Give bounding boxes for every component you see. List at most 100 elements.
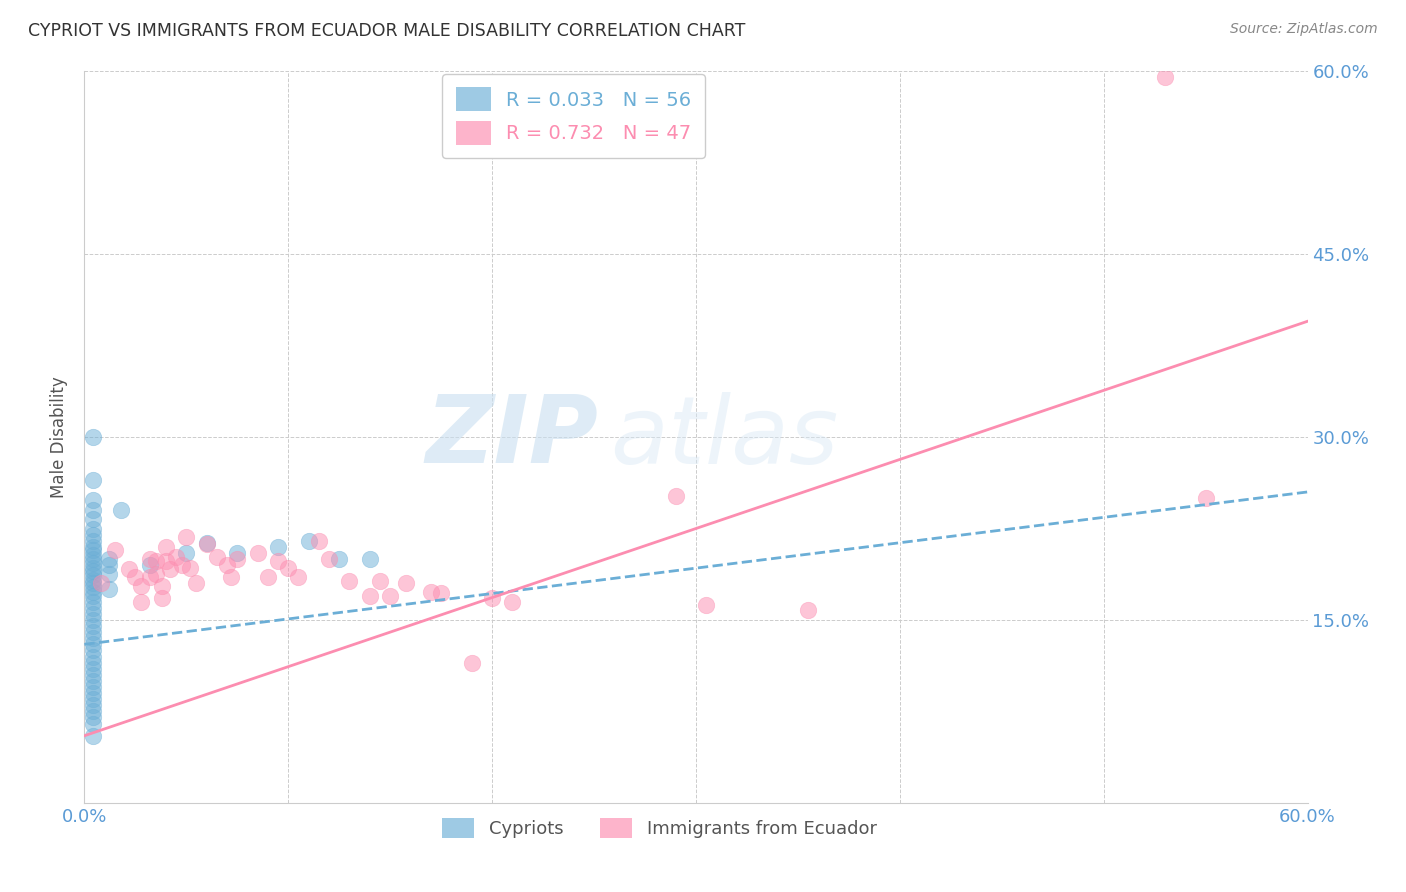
Legend: Cypriots, Immigrants from Ecuador: Cypriots, Immigrants from Ecuador bbox=[434, 811, 884, 845]
Point bbox=[97, 582, 120, 597]
Point bbox=[82, 705, 104, 719]
Point bbox=[97, 558, 120, 573]
Point bbox=[308, 533, 330, 548]
Point bbox=[138, 552, 160, 566]
Point bbox=[82, 632, 104, 646]
Point bbox=[82, 594, 104, 608]
Point bbox=[82, 521, 104, 535]
Point bbox=[665, 489, 688, 503]
Point bbox=[145, 554, 167, 568]
Point bbox=[287, 570, 309, 584]
Point bbox=[368, 574, 391, 588]
Text: CYPRIOT VS IMMIGRANTS FROM ECUADOR MALE DISABILITY CORRELATION CHART: CYPRIOT VS IMMIGRANTS FROM ECUADOR MALE … bbox=[28, 22, 745, 40]
Point bbox=[205, 549, 228, 564]
Point bbox=[110, 503, 132, 517]
Point bbox=[1154, 70, 1177, 85]
Point bbox=[420, 585, 443, 599]
Point bbox=[82, 527, 104, 541]
Point bbox=[339, 574, 361, 588]
Point bbox=[150, 591, 173, 605]
Point bbox=[395, 576, 418, 591]
Point bbox=[359, 552, 381, 566]
Point bbox=[155, 540, 177, 554]
Point bbox=[82, 540, 104, 554]
Point bbox=[226, 546, 249, 560]
Point bbox=[82, 643, 104, 657]
Point bbox=[267, 540, 290, 554]
Point bbox=[82, 673, 104, 688]
Point bbox=[82, 600, 104, 615]
Point bbox=[82, 556, 104, 570]
Point bbox=[124, 570, 146, 584]
Point bbox=[217, 558, 239, 573]
Point bbox=[82, 619, 104, 633]
Point bbox=[82, 533, 104, 548]
Point bbox=[145, 566, 167, 581]
Point bbox=[82, 649, 104, 664]
Point bbox=[131, 579, 153, 593]
Point bbox=[150, 579, 173, 593]
Point bbox=[82, 680, 104, 694]
Point bbox=[82, 512, 104, 526]
Point bbox=[165, 549, 187, 564]
Point bbox=[82, 580, 104, 594]
Point bbox=[82, 729, 104, 743]
Point bbox=[82, 585, 104, 599]
Point bbox=[82, 543, 104, 558]
Point bbox=[104, 543, 127, 558]
Point bbox=[90, 576, 112, 591]
Text: atlas: atlas bbox=[610, 392, 838, 483]
Point bbox=[461, 656, 484, 670]
Point bbox=[131, 594, 153, 608]
Point bbox=[82, 656, 104, 670]
Point bbox=[82, 607, 104, 621]
Point bbox=[82, 560, 104, 574]
Point bbox=[82, 692, 104, 706]
Point bbox=[82, 473, 104, 487]
Point bbox=[797, 603, 820, 617]
Point bbox=[82, 698, 104, 713]
Point bbox=[82, 564, 104, 578]
Point bbox=[82, 667, 104, 681]
Point bbox=[82, 576, 104, 591]
Point bbox=[97, 552, 120, 566]
Point bbox=[82, 589, 104, 603]
Point bbox=[246, 546, 269, 560]
Point bbox=[277, 560, 299, 574]
Text: Source: ZipAtlas.com: Source: ZipAtlas.com bbox=[1230, 22, 1378, 37]
Point bbox=[82, 637, 104, 651]
Point bbox=[298, 533, 321, 548]
Point bbox=[82, 625, 104, 640]
Point bbox=[82, 549, 104, 563]
Text: ZIP: ZIP bbox=[425, 391, 598, 483]
Point bbox=[174, 530, 197, 544]
Point bbox=[172, 558, 194, 573]
Point bbox=[118, 562, 141, 576]
Point bbox=[186, 576, 208, 591]
Point bbox=[695, 599, 717, 613]
Point bbox=[481, 591, 503, 605]
Point bbox=[1195, 491, 1218, 505]
Point bbox=[138, 558, 160, 573]
Point bbox=[138, 570, 160, 584]
Point bbox=[318, 552, 340, 566]
Point bbox=[82, 552, 104, 566]
Point bbox=[155, 554, 177, 568]
Point bbox=[82, 573, 104, 587]
Point bbox=[82, 613, 104, 627]
Point bbox=[159, 562, 181, 576]
Point bbox=[82, 716, 104, 731]
Point bbox=[380, 589, 402, 603]
Point bbox=[267, 554, 290, 568]
Point bbox=[195, 537, 218, 551]
Point bbox=[82, 493, 104, 508]
Point bbox=[82, 686, 104, 700]
Point bbox=[97, 566, 120, 581]
Point bbox=[82, 567, 104, 582]
Point bbox=[502, 594, 524, 608]
Point bbox=[82, 662, 104, 676]
Point bbox=[430, 586, 453, 600]
Point bbox=[82, 503, 104, 517]
Point bbox=[359, 589, 381, 603]
Point bbox=[195, 536, 218, 550]
